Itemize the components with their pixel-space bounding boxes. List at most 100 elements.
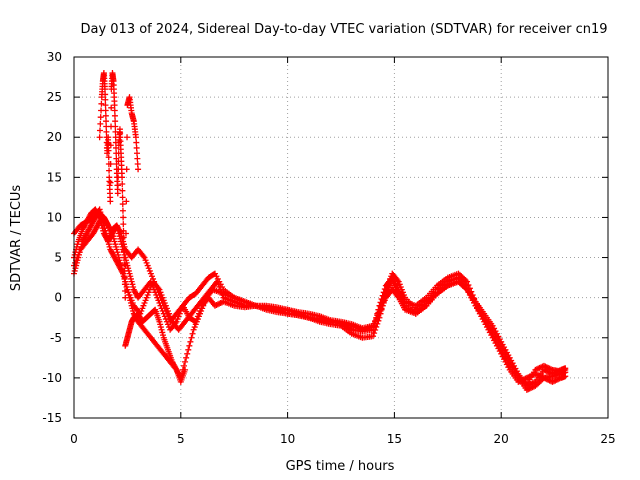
data-point: [107, 198, 114, 205]
data-point: [102, 96, 109, 103]
x-tick-label: 20: [494, 432, 509, 446]
data-point: [155, 285, 162, 292]
data-point: [105, 241, 112, 248]
data-point: [102, 102, 109, 109]
data-point: [119, 174, 126, 181]
data-point: [96, 206, 103, 213]
data-point: [76, 249, 83, 256]
data-point: [122, 262, 129, 269]
data-point: [143, 294, 150, 301]
data-point: [132, 134, 139, 141]
data-point: [157, 324, 164, 331]
data-point: [184, 350, 191, 357]
data-point: [194, 313, 201, 320]
data-point: [158, 291, 165, 298]
data-point: [152, 289, 159, 296]
data-point: [160, 310, 167, 317]
data-point: [134, 155, 141, 162]
data-point: [380, 293, 387, 300]
data-point: [153, 291, 160, 298]
data-point: [105, 134, 112, 141]
data-point: [386, 278, 393, 285]
data-point: [215, 281, 222, 288]
y-tick-label: 5: [54, 251, 62, 265]
data-point: [96, 134, 103, 141]
data-point: [127, 273, 134, 280]
data-point: [129, 281, 136, 288]
data-point: [104, 235, 111, 242]
data-point: [158, 326, 165, 333]
data-point: [111, 238, 118, 245]
data-point: [126, 270, 133, 277]
data-point: [106, 167, 113, 174]
data-point: [114, 182, 121, 189]
data-point: [172, 365, 179, 372]
data-point: [159, 308, 166, 315]
data-point: [121, 261, 128, 268]
data-point: [99, 217, 106, 224]
data-point: [160, 332, 166, 339]
data-point: [187, 338, 194, 345]
data-point: [381, 289, 388, 296]
data-point: [373, 315, 380, 322]
data-point: [159, 329, 166, 336]
series-lower-branch: [122, 306, 189, 385]
data-point: [163, 318, 170, 325]
data-point: [370, 323, 377, 330]
data-point: [161, 300, 168, 307]
y-tick-label: 15: [47, 170, 62, 184]
y-tick-label: 25: [47, 90, 62, 104]
data-point: [120, 241, 127, 248]
y-tick-label: 0: [54, 291, 62, 305]
data-point: [117, 235, 124, 242]
data-point: [396, 281, 403, 288]
y-tick-label: 20: [47, 130, 62, 144]
data-point: [119, 181, 126, 188]
data-point: [141, 254, 148, 261]
data-point: [112, 118, 119, 125]
data-point: [166, 310, 173, 317]
data-point: [114, 190, 121, 197]
data-point: [138, 308, 145, 315]
data-point: [159, 294, 166, 301]
data-point: [119, 207, 126, 214]
data-point: [96, 127, 103, 134]
data-point: [378, 300, 385, 307]
data-point: [119, 187, 126, 194]
data-point: [114, 249, 121, 256]
data-point: [142, 297, 149, 304]
data-point: [177, 308, 184, 315]
data-point: [371, 320, 378, 327]
data-point: [74, 241, 81, 248]
data-point: [164, 308, 171, 315]
data-point: [116, 233, 123, 240]
data-point: [105, 238, 112, 245]
data-point: [120, 214, 127, 221]
data-point: [371, 330, 378, 337]
data-point: [123, 166, 130, 173]
data-point: [178, 305, 185, 312]
data-point: [113, 144, 120, 151]
data-point: [113, 246, 120, 253]
data-point: [108, 104, 115, 111]
y-axis-label: SDTVAR / TECUs: [9, 185, 24, 292]
data-point: [167, 313, 174, 320]
data-point: [112, 241, 119, 248]
data-point: [106, 243, 113, 250]
data-point: [155, 297, 162, 304]
data-point: [103, 233, 110, 240]
data-points: [71, 70, 569, 393]
data-point: [107, 142, 114, 149]
data-point: [117, 238, 124, 245]
data-point: [107, 179, 114, 186]
data-point: [121, 274, 128, 281]
y-tick-label: 30: [47, 50, 62, 64]
data-point: [144, 291, 151, 298]
data-point: [120, 221, 127, 228]
data-point: [124, 134, 131, 141]
data-point: [103, 128, 110, 135]
data-point: [97, 209, 104, 216]
data-point: [145, 289, 152, 296]
data-point: [121, 254, 128, 261]
